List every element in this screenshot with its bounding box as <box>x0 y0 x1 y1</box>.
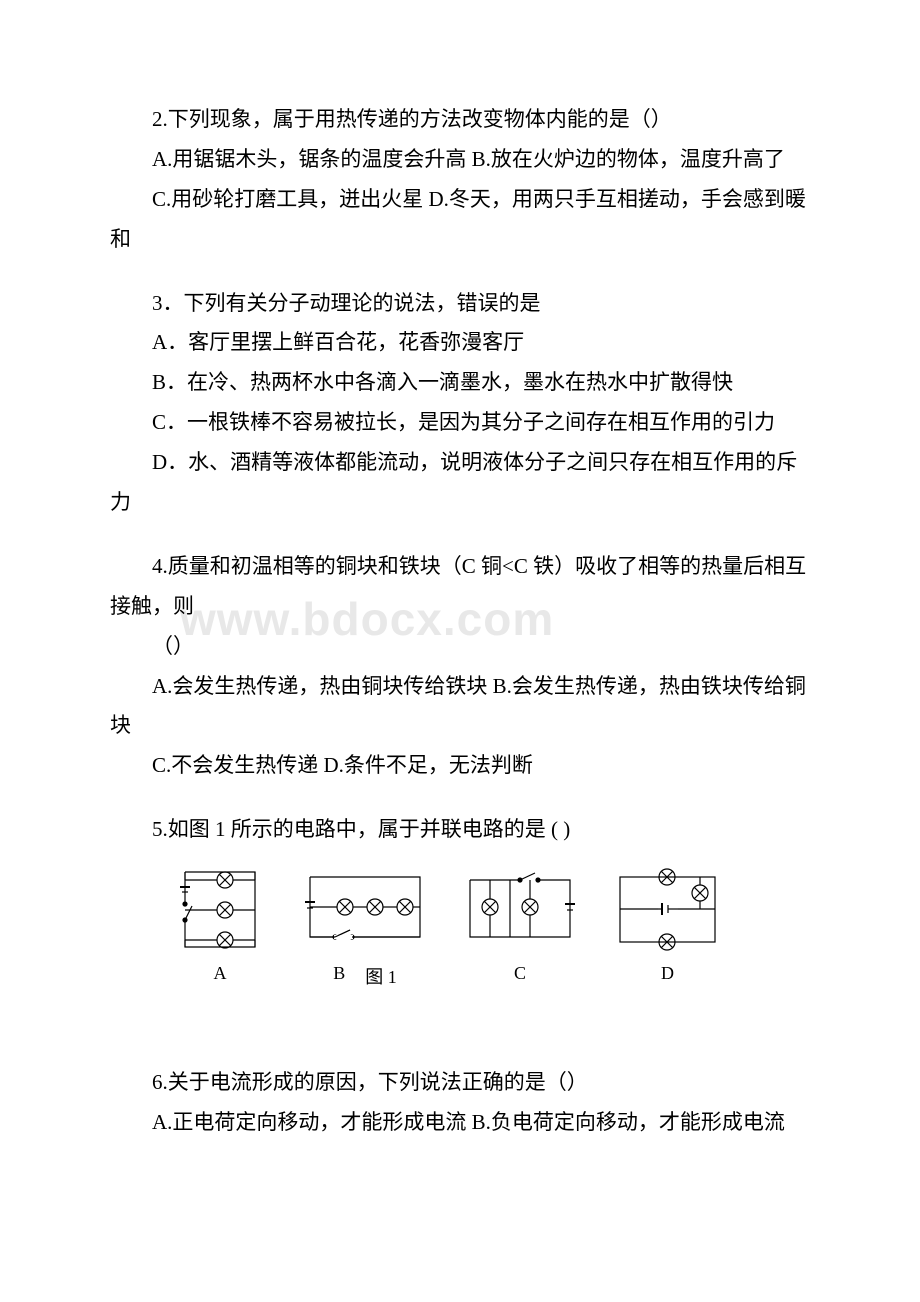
question-2: 2.下列现象，属于用热传递的方法改变物体内能的是（） A.用锯锯木头，锯条的温度… <box>110 100 810 260</box>
q2-stem: 2.下列现象，属于用热传递的方法改变物体内能的是（） <box>110 100 810 140</box>
question-6: 6.关于电流形成的原因，下列说法正确的是（） A.正电荷定向移动，才能形成电流 … <box>110 1063 810 1143</box>
q4-paren: （） <box>110 627 810 667</box>
question-5: 5.如图 1 所示的电路中，属于并联电路的是 ( ) <box>110 810 810 989</box>
q3-opt-a: A．客厅里摆上鲜百合花，花香弥漫客厅 <box>110 323 810 363</box>
document-content: 2.下列现象，属于用热传递的方法改变物体内能的是（） A.用锯锯木头，锯条的温度… <box>110 100 810 1143</box>
question-4: 4.质量和初温相等的铜块和铁块（C 铜<C 铁）吸收了相等的热量后相互接触，则 … <box>110 547 810 786</box>
circuit-d-label: D <box>661 963 674 984</box>
q2-opt-cd: C.用砂轮打磨工具，迸出火星 D.冬天，用两只手互相搓动，手会感到暖和 <box>110 180 810 260</box>
circuit-a-label: A <box>214 963 227 984</box>
q3-opt-d: D．水、酒精等液体都能流动，说明液体分子之间只存在相互作用的斥力 <box>110 443 810 523</box>
q3-opt-b: B．在冷、热两杯水中各滴入一滴墨水，墨水在热水中扩散得快 <box>110 363 810 403</box>
circuit-d: D <box>610 862 725 984</box>
circuit-d-svg <box>610 862 725 957</box>
circuit-diagrams: A <box>170 862 810 989</box>
question-3: 3．下列有关分子动理论的说法，错误的是 A．客厅里摆上鲜百合花，花香弥漫客厅 B… <box>110 284 810 523</box>
q4-stem: 4.质量和初温相等的铜块和铁块（C 铜<C 铁）吸收了相等的热量后相互接触，则 <box>110 547 810 627</box>
circuit-c-svg <box>460 862 580 957</box>
q4-opt-cd: C.不会发生热传递 D.条件不足，无法判断 <box>110 746 810 786</box>
circuit-b: B 图 1 <box>300 862 430 989</box>
q3-opt-c: C．一根铁棒不容易被拉长，是因为其分子之间存在相互作用的引力 <box>110 403 810 443</box>
circuit-a: A <box>170 862 270 984</box>
circuit-c: C <box>460 862 580 984</box>
figure-1-label: 图 1 <box>365 963 397 989</box>
circuit-b-svg <box>300 862 430 957</box>
q6-opt-ab: A.正电荷定向移动，才能形成电流 B.负电荷定向移动，才能形成电流 <box>110 1103 810 1143</box>
q4-opt-ab: A.会发生热传递，热由铜块传给铁块 B.会发生热传递，热由铁块传给铜块 <box>110 667 810 747</box>
q5-stem: 5.如图 1 所示的电路中，属于并联电路的是 ( ) <box>110 810 810 850</box>
q6-stem: 6.关于电流形成的原因，下列说法正确的是（） <box>110 1063 810 1103</box>
q2-opt-ab: A.用锯锯木头，锯条的温度会升高 B.放在火炉边的物体，温度升高了 <box>110 140 810 180</box>
circuit-b-label: B <box>333 963 345 989</box>
q3-stem: 3．下列有关分子动理论的说法，错误的是 <box>110 284 810 324</box>
circuit-a-svg <box>170 862 270 957</box>
circuit-c-label: C <box>514 963 526 984</box>
